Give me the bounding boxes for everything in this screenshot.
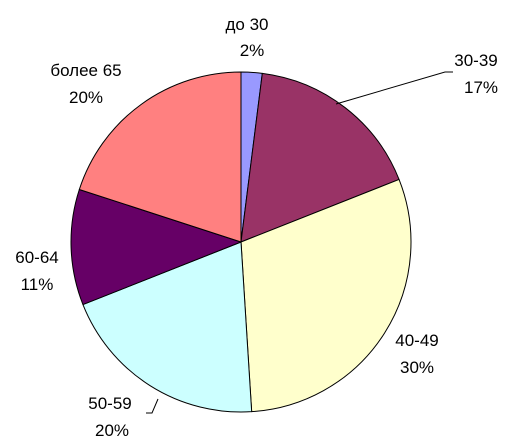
slice-pct-40-49: 30% [400,358,434,377]
pie-slices [70,71,412,413]
leader-lines [146,71,453,414]
slice-label-over-65: более 65 [50,61,121,80]
slice-label-40-49: 40-49 [395,331,438,350]
slice-label-under-30: до 30 [225,15,268,34]
slice-label-50-59: 50-59 [88,394,131,413]
pie-slice-over-65 [78,71,242,243]
slice-pct-50-59: 20% [95,421,129,439]
slice-label-30-39: 30-39 [454,51,497,70]
pie-slice-40-49 [240,178,412,413]
leader-line-30-39 [335,71,453,105]
slice-label-60-64: 60-64 [15,248,58,267]
slice-pct-under-30: 2% [240,41,265,60]
slice-pct-over-65: 20% [69,88,103,107]
pie-slice-30-39 [240,72,400,243]
slice-pct-30-39: 17% [464,78,498,97]
slice-pct-60-64: 11% [21,275,54,294]
pie-slice-60-64 [70,188,242,306]
leader-line-50-59 [146,398,159,414]
pie-slice-50-59 [82,241,253,413]
